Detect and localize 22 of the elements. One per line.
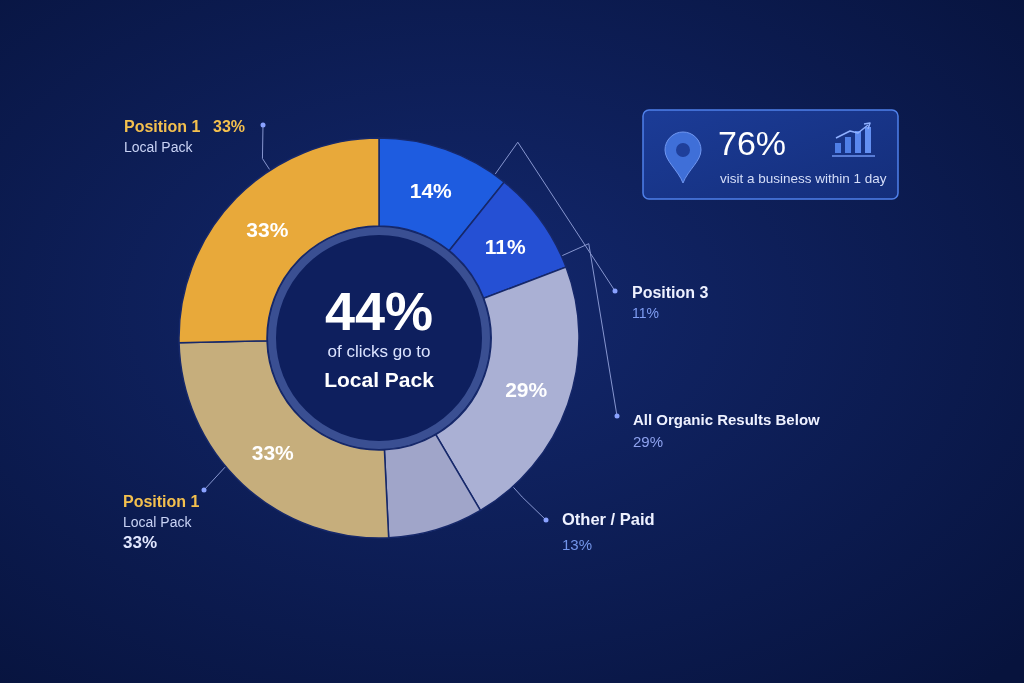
text: Local Pack <box>124 139 194 155</box>
text: 11% <box>632 305 659 321</box>
text: 44% <box>324 281 434 341</box>
data-label: 33% <box>251 440 295 464</box>
slice-label: Position 3 <box>632 284 709 301</box>
data-label: 11% <box>484 234 526 258</box>
text: Local Pack <box>123 514 193 530</box>
text: visit a business within 1 day <box>720 171 887 186</box>
text: 29% <box>633 433 664 450</box>
slice-label: Other / Paid <box>562 510 655 528</box>
slice-label: Position 1 <box>123 493 200 510</box>
text: 33% <box>213 118 246 135</box>
slice-label: All Organic Results Below <box>633 411 821 428</box>
data-label: 33% <box>246 217 289 241</box>
text: 76% <box>718 124 787 162</box>
data-label: 14% <box>409 179 453 203</box>
slice-label: Position 1 <box>124 118 201 135</box>
data-label: 29% <box>505 378 548 402</box>
text: Local Pack <box>324 368 435 391</box>
text: of clicks go to <box>327 342 431 361</box>
text: 13% <box>562 536 593 553</box>
text: 33% <box>123 533 158 552</box>
